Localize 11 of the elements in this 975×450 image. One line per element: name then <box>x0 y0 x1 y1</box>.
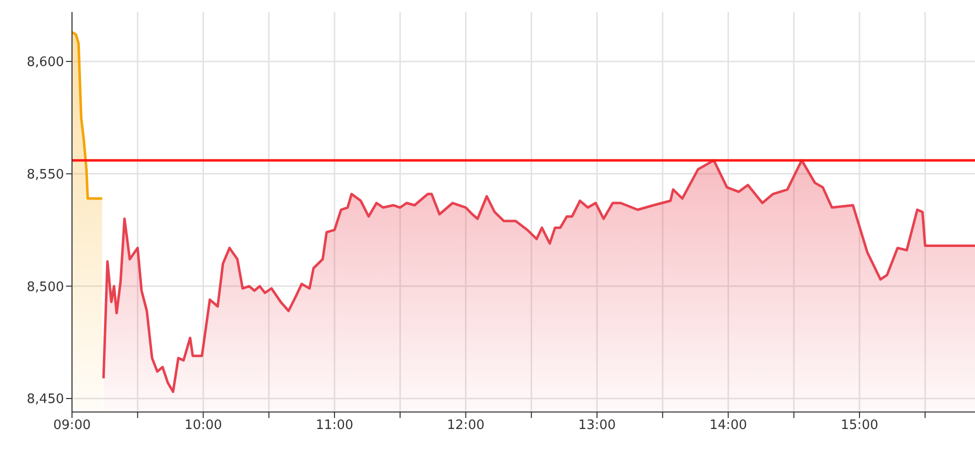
x-tick-label: 13:00 <box>578 418 616 434</box>
y-tick-label: 8,600 <box>26 55 64 70</box>
y-tick-label: 8,500 <box>26 280 64 295</box>
x-tick-label: 15:00 <box>840 418 878 434</box>
y-tick-label: 8,450 <box>26 392 64 408</box>
y-tick-label: 8,550 <box>26 167 64 182</box>
x-tick-label: 14:00 <box>710 418 747 434</box>
x-tick-label: 09:00 <box>53 418 91 434</box>
x-tick-label: 10:00 <box>184 418 222 434</box>
x-tick-label: 11:00 <box>316 418 354 434</box>
x-tick-label: 12:00 <box>447 418 484 434</box>
